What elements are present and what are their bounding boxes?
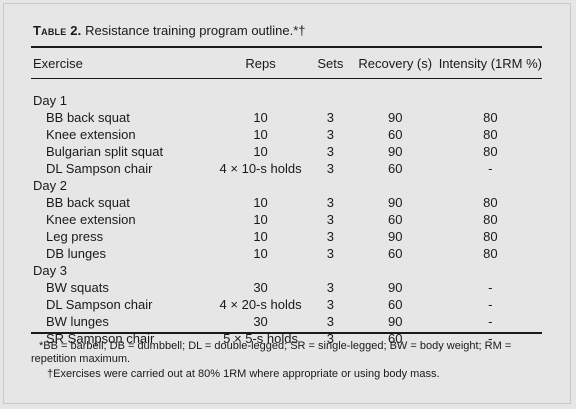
top-rule (31, 46, 542, 48)
table-row: DL Sampson chair 4 × 10-s holds 3 60 - (31, 160, 542, 177)
cell-recovery: 90 (388, 110, 403, 125)
table-title: Table 2. Resistance training program out… (33, 23, 306, 39)
cell-sets: 3 (326, 212, 334, 227)
cell-exercise: SR Sampson chair (46, 331, 155, 346)
day-label: Day 2 (33, 178, 67, 193)
cell-exercise: DB lunges (46, 246, 106, 261)
header-rule (31, 78, 542, 79)
cell-reps: 10 (253, 127, 268, 142)
spacer-row (31, 75, 542, 92)
cell-recovery: 60 (388, 331, 403, 346)
cell-sets: 3 (326, 297, 334, 312)
table-row: BW lunges 30 3 90 - (31, 313, 542, 330)
cell-sets: 3 (326, 280, 334, 295)
cell-recovery: 90 (388, 280, 403, 295)
day-row: Day 2 (31, 177, 542, 194)
cell-recovery: 60 (388, 246, 403, 261)
cell-recovery: 60 (388, 127, 403, 142)
cell-exercise: BW squats (46, 280, 109, 295)
cell-reps: 30 (253, 280, 268, 295)
cell-reps: 10 (253, 212, 268, 227)
day-row: Day 3 (31, 262, 542, 279)
cell-recovery: 60 (388, 212, 403, 227)
cell-reps: 30 (253, 314, 268, 329)
table-row: DB lunges 10 3 60 80 (31, 245, 542, 262)
cell-reps: 10 (253, 195, 268, 210)
cell-recovery: 90 (388, 314, 403, 329)
table-row: BB back squat 10 3 90 80 (31, 109, 542, 126)
cell-exercise: Knee extension (46, 127, 136, 142)
table-row: BB back squat 10 3 90 80 (31, 194, 542, 211)
bottom-rule (31, 332, 542, 334)
table-row: BW squats 30 3 90 - (31, 279, 542, 296)
cell-exercise: Bulgarian split squat (46, 144, 164, 159)
cell-recovery: 90 (388, 144, 403, 159)
column-header-intensity: Intensity (1RM %) (438, 56, 542, 71)
column-header-exercise: Exercise (33, 56, 83, 71)
cell-intensity: - (488, 314, 493, 329)
cell-exercise: Knee extension (46, 212, 136, 227)
cell-intensity: 80 (483, 229, 498, 244)
cell-reps: 10 (253, 144, 268, 159)
training-table: Exercise Reps Sets Recovery (s) Intensit… (31, 52, 542, 347)
cell-recovery: 60 (388, 161, 403, 176)
cell-reps: 4 × 10-s holds (219, 161, 302, 176)
cell-intensity: 80 (483, 212, 498, 227)
cell-sets: 3 (326, 246, 334, 261)
cell-recovery: 60 (388, 297, 403, 312)
cell-exercise: Leg press (46, 229, 104, 244)
cell-exercise: DL Sampson chair (46, 161, 153, 176)
cell-sets: 3 (326, 195, 334, 210)
column-header-sets: Sets (317, 56, 344, 71)
cell-sets: 3 (326, 314, 334, 329)
cell-sets: 3 (326, 161, 334, 176)
cell-intensity: 80 (483, 127, 498, 142)
cell-recovery: 90 (388, 195, 403, 210)
cell-intensity: 80 (483, 144, 498, 159)
footnote-intensity: †Exercises were carried out at 80% 1RM w… (47, 368, 440, 380)
table-label: Table 2. (33, 23, 82, 38)
header-row: Exercise Reps Sets Recovery (s) Intensit… (31, 52, 542, 75)
cell-intensity: 80 (483, 246, 498, 261)
table-row: Bulgarian split squat 10 3 90 80 (31, 143, 542, 160)
cell-intensity: - (488, 331, 493, 346)
cell-sets: 3 (326, 331, 334, 346)
table-caption: Resistance training program outline.*† (85, 23, 306, 38)
table-row: Leg press 10 3 90 80 (31, 228, 542, 245)
cell-exercise: BB back squat (46, 195, 130, 210)
cell-intensity: - (488, 280, 493, 295)
cell-exercise: DL Sampson chair (46, 297, 153, 312)
table-row: Knee extension 10 3 60 80 (31, 126, 542, 143)
cell-intensity: - (488, 297, 493, 312)
cell-intensity: 80 (483, 110, 498, 125)
cell-exercise: BB back squat (46, 110, 130, 125)
table-row: DL Sampson chair 4 × 20-s holds 3 60 - (31, 296, 542, 313)
cell-sets: 3 (326, 229, 334, 244)
column-header-reps: Reps (245, 56, 276, 71)
cell-reps: 5 × 5-s holds (223, 331, 298, 346)
table-body: Day 1 BB back squat 10 3 90 80 Knee extension 1… (31, 75, 542, 347)
cell-reps: 10 (253, 246, 268, 261)
day-label: Day 3 (33, 263, 67, 278)
table-frame (3, 3, 571, 404)
cell-recovery: 90 (388, 229, 403, 244)
table-row: Knee extension 10 3 60 80 (31, 211, 542, 228)
table-row: SR Sampson chair 5 × 5-s holds 3 60 - (31, 330, 542, 347)
cell-reps: 10 (253, 110, 268, 125)
cell-reps: 10 (253, 229, 268, 244)
footnote-abbreviations: *BB = barbell; DB = dumbbell; DL = doubl… (31, 340, 512, 365)
cell-intensity: 80 (483, 195, 498, 210)
cell-reps: 4 × 20-s holds (219, 297, 302, 312)
column-header-recovery: Recovery (s) (358, 56, 433, 71)
cell-intensity: - (488, 161, 493, 176)
cell-exercise: BW lunges (46, 314, 109, 329)
day-row: Day 1 (31, 92, 542, 109)
cell-sets: 3 (326, 110, 334, 125)
day-label: Day 1 (33, 93, 67, 108)
cell-sets: 3 (326, 144, 334, 159)
cell-sets: 3 (326, 127, 334, 142)
